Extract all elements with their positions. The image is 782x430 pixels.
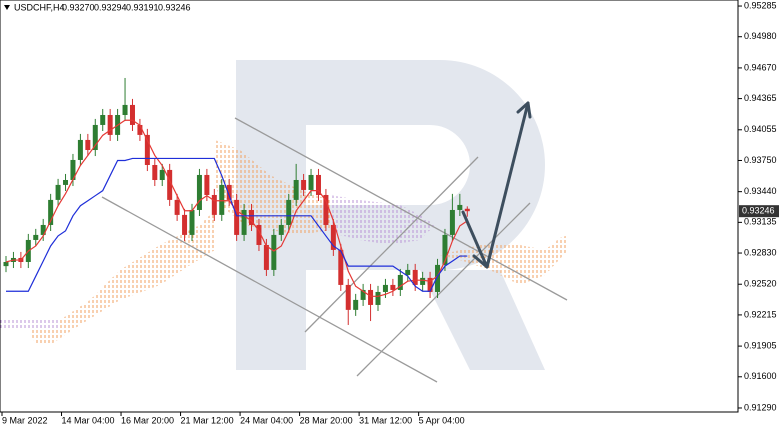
y-tick-label: 0.92830: [744, 247, 777, 257]
candle-body: [40, 224, 46, 235]
candle-body: [3, 261, 9, 267]
legend-high: 0.93294: [94, 2, 127, 12]
candle-body: [234, 199, 240, 235]
x-tick-label: 21 Mar 12:00: [181, 415, 234, 425]
candle-body: [435, 264, 441, 292]
candle-body: [427, 277, 433, 292]
y-tick-label: 0.94365: [744, 93, 777, 103]
y-tick-label: 0.91600: [744, 371, 777, 381]
candle-body: [55, 184, 61, 200]
candle-body: [77, 139, 83, 160]
price-tag-label: 0.93246: [742, 206, 775, 216]
price-tag: [739, 205, 779, 218]
x-tick-label: 16 Mar 20:00: [121, 415, 174, 425]
legend-open: 0.93270: [62, 2, 95, 12]
candle-body: [204, 174, 210, 195]
candle-body: [353, 299, 359, 310]
candle-body: [48, 199, 54, 225]
candle-body: [174, 199, 180, 215]
candle-body: [308, 174, 314, 190]
candle-body: [375, 291, 381, 305]
candle-body: [464, 208, 470, 212]
candle-body: [271, 234, 277, 270]
candle-body: [144, 134, 150, 166]
candle-body: [397, 274, 403, 290]
candle-body: [226, 184, 232, 200]
candle-body: [70, 159, 76, 180]
candle-body: [442, 234, 448, 265]
y-tick-label: 0.91905: [744, 340, 777, 350]
candle-body: [182, 214, 188, 235]
x-tick-label: 14 Mar 04:00: [62, 415, 115, 425]
candle-body: [219, 184, 225, 215]
candle-body: [323, 194, 329, 225]
candle-body: [345, 284, 351, 310]
candle-body: [405, 269, 411, 275]
candle-body: [137, 124, 143, 135]
candle-body: [301, 179, 307, 190]
x-tick-label: 24 Mar 04:00: [240, 415, 293, 425]
x-tick-label: 9 Mar 2022: [2, 415, 48, 425]
legend-symbol: USDCHF,H4: [14, 2, 65, 12]
y-tick-label: 0.92520: [744, 279, 777, 289]
y-tick-label: 0.95285: [744, 0, 777, 10]
candle-body: [338, 249, 344, 285]
y-tick-label: 0.93135: [744, 217, 777, 227]
candle-body: [241, 209, 247, 235]
candle-body: [390, 284, 396, 290]
candle-body: [278, 224, 284, 235]
forecast-arrow: [461, 101, 532, 269]
series-layer: [3, 77, 470, 325]
y-tick-label: 0.94055: [744, 124, 777, 134]
candle-body: [122, 104, 128, 115]
y-tick-label: 0.92215: [744, 309, 777, 319]
candle-body: [92, 124, 98, 151]
x-tick-label: 31 Mar 12:00: [359, 415, 412, 425]
candle-body: [196, 174, 202, 210]
candle-body: [256, 224, 262, 245]
menu-triangle[interactable]: [4, 5, 10, 10]
candle-body: [33, 234, 39, 240]
candle-body: [129, 104, 135, 125]
candle-body: [330, 224, 336, 250]
candle-body: [107, 114, 113, 135]
y-tick-label: 0.93750: [744, 155, 777, 165]
candle-body: [315, 174, 321, 195]
candle-body: [360, 289, 366, 300]
candle-body: [85, 139, 91, 151]
legend-close: 0.93246: [158, 2, 191, 12]
candle-body: [412, 269, 418, 285]
candle-body: [286, 199, 292, 225]
candle-body: [457, 204, 463, 210]
candle-body: [249, 209, 255, 225]
y-tick-label: 0.93440: [744, 186, 777, 196]
candle-body: [368, 289, 374, 305]
candle-body: [152, 165, 158, 180]
candle-body: [100, 114, 106, 125]
candle-body: [382, 284, 388, 292]
indicator-line: [6, 157, 468, 292]
candle-body: [189, 209, 195, 235]
candle-body: [449, 209, 455, 235]
y-tick-label: 0.94980: [744, 31, 777, 41]
candle-body: [211, 194, 217, 215]
x-tick-label: 5 Apr 04:00: [419, 415, 465, 425]
y-tick-label: 0.91290: [744, 402, 777, 412]
x-tick-label: 28 Mar 20:00: [300, 415, 353, 425]
legend-low: 0.93191: [126, 2, 159, 12]
candle-body: [420, 277, 426, 285]
candle-body: [263, 244, 269, 270]
trend-lines: [101, 117, 568, 383]
y-tick-label: 0.94670: [744, 62, 777, 72]
indicator-line: [5, 119, 468, 297]
candle-body: [167, 169, 173, 200]
candle-body: [293, 179, 299, 200]
candle-body: [159, 169, 165, 180]
candle-body: [63, 179, 69, 185]
